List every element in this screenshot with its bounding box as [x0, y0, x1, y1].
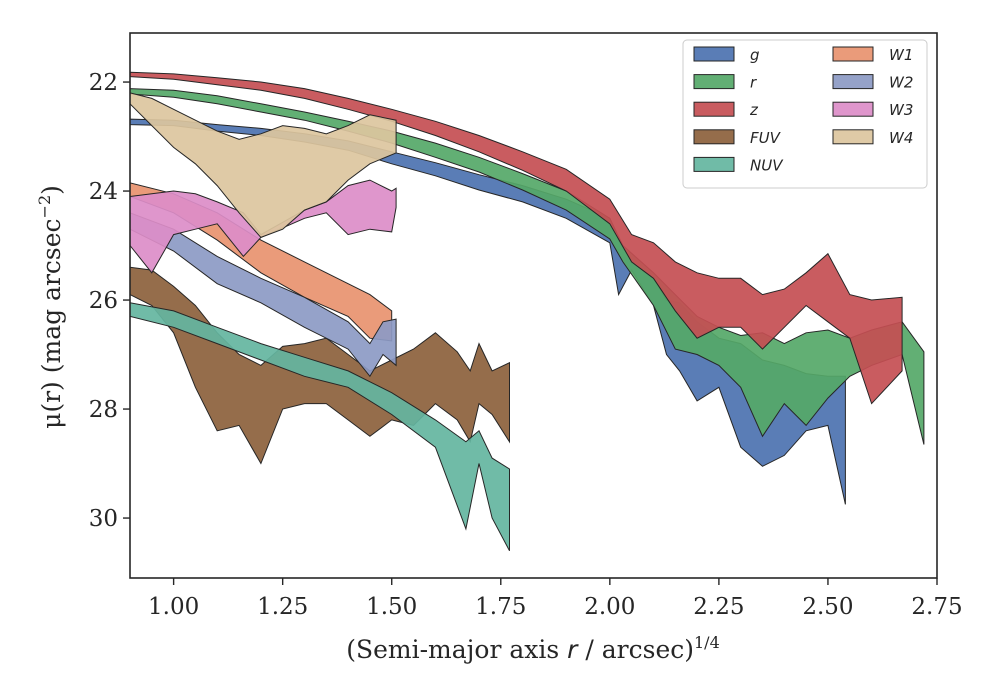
legend-swatch-NUV	[693, 156, 735, 172]
x-axis-title: (Semi-major axis r / arcsec)1/4	[346, 633, 720, 664]
legend-label-r: r	[750, 74, 757, 92]
y-axis-title: μ(r) (mag arcsec−2)	[35, 185, 66, 429]
x-tick-label: 1.75	[475, 594, 526, 620]
legend-label-g: g	[750, 46, 760, 64]
legend-label-NUV: NUV	[750, 156, 784, 174]
x-axis-title-rest: / arcsec)	[577, 635, 694, 664]
legend-swatch-r	[693, 74, 735, 90]
y-tick-label: 28	[89, 397, 118, 423]
x-axis-title-main: (Semi-major axis	[346, 635, 567, 664]
plot-frame	[129, 32, 938, 579]
legend-swatch-g	[693, 46, 735, 62]
x-tick-label: 2.50	[802, 594, 853, 620]
legend: grz FUV NUV W1 W2 W3 W4	[682, 39, 928, 189]
bands-layer	[130, 71, 925, 552]
legend-swatch-z	[693, 101, 735, 117]
legend-swatch-W4	[832, 129, 874, 145]
band-z	[130, 71, 903, 405]
y-axis-title-close: )	[37, 185, 66, 195]
x-tick-label: 2.75	[911, 594, 962, 620]
band-W2	[130, 212, 397, 378]
y-tick-label: 24	[89, 179, 118, 205]
legend-label-z: z	[749, 101, 759, 119]
x-axis: 1.00 1.25 1.50 1.75 2.00 2.25 2.50 2.75	[148, 578, 963, 620]
band-W3	[130, 179, 397, 274]
x-axis-title-sup: 1/4	[694, 633, 720, 652]
x-tick-label: 1.00	[148, 594, 199, 620]
legend-label-W3: W3	[889, 101, 913, 119]
x-tick-label: 2.25	[693, 594, 744, 620]
x-tick-label: 1.25	[257, 594, 308, 620]
y-tick-label: 22	[89, 70, 118, 96]
legend-items: grz FUV NUV W1 W2 W3 W4	[693, 46, 913, 174]
legend-swatch-FUV	[693, 129, 735, 145]
legend-label-W1: W1	[889, 46, 913, 64]
band-NUV	[130, 302, 510, 552]
y-axis: 22 24 26 28 30	[89, 70, 130, 532]
x-tick-label: 1.50	[366, 594, 417, 620]
x-axis-title-var: r	[567, 635, 579, 664]
legend-label-FUV: FUV	[750, 129, 782, 147]
x-tick-label: 2.00	[584, 594, 635, 620]
legend-swatch-W1	[832, 46, 874, 62]
legend-swatch-W2	[832, 74, 874, 90]
legend-label-W2: W2	[889, 74, 913, 92]
band-r	[130, 88, 925, 445]
legend-label-W4: W4	[889, 129, 913, 147]
y-axis-title-main: μ(r) (mag arcsec	[37, 218, 66, 428]
y-tick-label: 30	[89, 506, 118, 532]
band-W4	[130, 92, 397, 238]
y-tick-label: 26	[89, 288, 118, 314]
y-axis-title-sup: −2	[35, 195, 54, 219]
legend-swatch-W3	[832, 101, 874, 117]
